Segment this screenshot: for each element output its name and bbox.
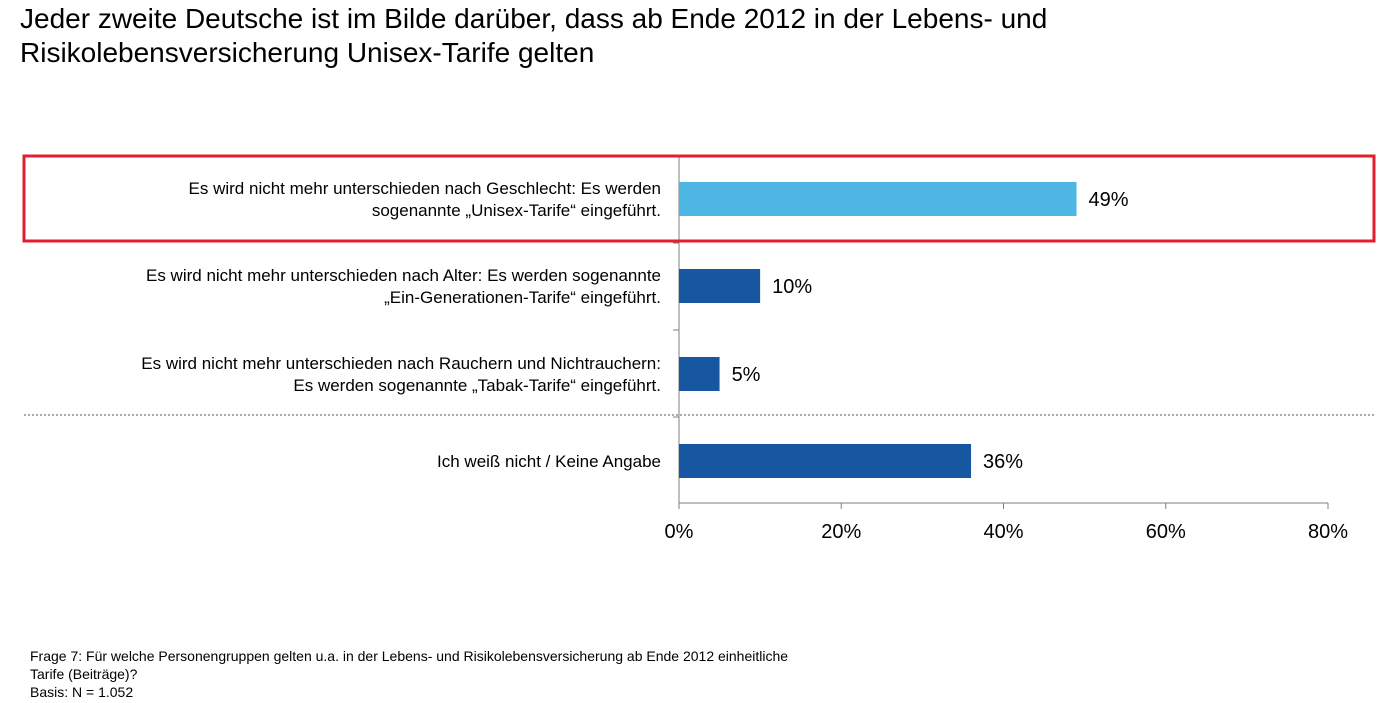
bar [679, 357, 720, 391]
category-label: Es wird nicht mehr unterschieden nach Ge… [189, 179, 661, 198]
footnote: Frage 7: Für welche Personengruppen gelt… [30, 647, 788, 701]
category-label: Ich weiß nicht / Keine Angabe [437, 452, 661, 471]
data-label: 36% [983, 451, 1023, 473]
chart-title-line: Jeder zweite Deutsche ist im Bilde darüb… [20, 3, 1048, 34]
category-label: sogenannte „Unisex-Tarife“ eingeführt. [372, 201, 661, 220]
category-label: Es werden sogenannte „Tabak-Tarife“ eing… [293, 376, 661, 395]
x-tick-label: 60% [1146, 521, 1186, 543]
bar [679, 269, 761, 303]
data-label: 5% [732, 364, 761, 386]
category-label: „Ein-Generationen-Tarife“ eingeführt. [384, 288, 661, 307]
highlight-box [22, 154, 1376, 243]
chart-title: Jeder zweite Deutsche ist im Bilde darüb… [20, 2, 1380, 70]
x-tick-label: 40% [983, 521, 1023, 543]
category-label: Es wird nicht mehr unterschieden nach Al… [146, 266, 661, 285]
x-tick-label: 20% [821, 521, 861, 543]
bar-chart: 0% 20% 40% 60% 80% 49% Es wird nicht mehr unte… [22, 154, 1376, 543]
bar [679, 444, 972, 478]
data-label: 49% [1089, 189, 1129, 211]
chart-title-line: Risikolebensversicherung Unisex-Tarife g… [20, 37, 595, 68]
footnote-line: Tarife (Beiträge)? [30, 666, 138, 682]
x-tick-label: 0% [665, 521, 694, 543]
footnote-line: Basis: N = 1.052 [30, 684, 134, 700]
x-tick-label: 80% [1308, 521, 1348, 543]
bar [679, 182, 1077, 216]
data-label: 10% [772, 276, 812, 298]
category-label: Es wird nicht mehr unterschieden nach Ra… [141, 354, 661, 373]
footnote-line: Frage 7: Für welche Personengruppen gelt… [30, 648, 789, 664]
